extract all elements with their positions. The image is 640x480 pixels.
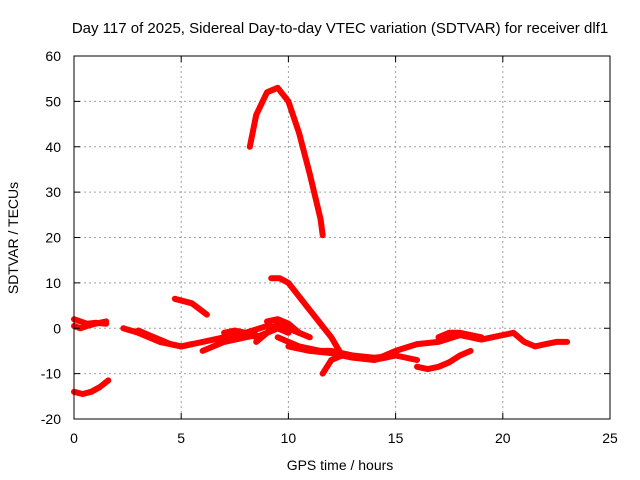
series-line-arc-18 bbox=[435, 329, 485, 341]
y-tick-label: 0 bbox=[53, 320, 61, 336]
x-tick-label: 5 bbox=[177, 430, 185, 446]
series-line-arc-12 bbox=[268, 275, 345, 359]
y-tick-label: 10 bbox=[45, 275, 61, 291]
y-tick-label: 30 bbox=[45, 184, 61, 200]
y-tick-label: 50 bbox=[45, 93, 61, 109]
y-tick-label: 40 bbox=[45, 139, 61, 155]
y-tick-label: 20 bbox=[45, 230, 61, 246]
x-tick-label: 10 bbox=[281, 430, 297, 446]
tick-layer: 0 5 10 15 20 25 -20 -10 0 10 20 30 40 50 60 bbox=[41, 48, 618, 446]
series-layer bbox=[71, 84, 571, 397]
x-tick-label: 25 bbox=[602, 430, 618, 446]
series-line-arc-17 bbox=[414, 347, 474, 373]
grid-layer bbox=[74, 56, 610, 419]
series-line-arc-3 bbox=[71, 377, 112, 397]
x-axis-label: GPS time / hours bbox=[287, 457, 394, 473]
series-line-arc-5 bbox=[135, 327, 195, 350]
y-axis-label: SDTVAR / TECUs bbox=[5, 182, 21, 294]
y-tick-label: -10 bbox=[41, 366, 61, 382]
x-tick-label: 20 bbox=[495, 430, 511, 446]
series-line-arc-16 bbox=[371, 329, 571, 363]
series-line-arc-14 bbox=[246, 84, 326, 239]
y-tick-label: -20 bbox=[41, 411, 61, 427]
chart-title: Day 117 of 2025, Sidereal Day-to-day VTE… bbox=[72, 20, 608, 37]
y-tick-label: 60 bbox=[45, 48, 61, 64]
x-tick-label: 15 bbox=[388, 430, 404, 446]
series-line-arc-6 bbox=[171, 295, 210, 318]
x-tick-label: 0 bbox=[70, 430, 78, 446]
series-line-arc-8 bbox=[221, 325, 292, 341]
series-line-arc-10 bbox=[264, 316, 303, 336]
series-line-arc-2 bbox=[71, 318, 110, 332]
